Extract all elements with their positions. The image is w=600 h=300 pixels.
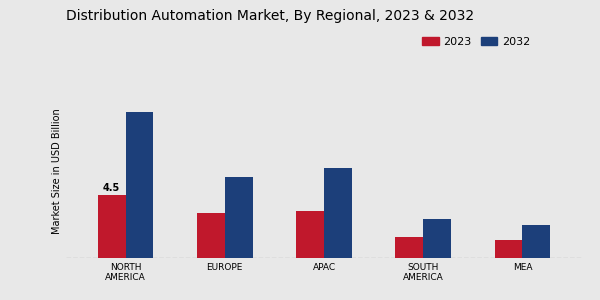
Bar — [225, 177, 253, 258]
Bar — [423, 219, 451, 258]
Text: 4.5: 4.5 — [103, 183, 120, 193]
Bar — [494, 240, 523, 258]
Text: Distribution Automation Market, By Regional, 2023 & 2032: Distribution Automation Market, By Regio… — [66, 9, 474, 23]
Y-axis label: Market Size in USD Billion: Market Size in USD Billion — [52, 108, 62, 234]
Bar — [324, 167, 352, 258]
Bar — [98, 195, 125, 258]
Legend: 2023, 2032: 2023, 2032 — [418, 33, 535, 52]
Bar — [125, 112, 154, 258]
Bar — [395, 237, 423, 258]
Bar — [296, 211, 324, 258]
Bar — [523, 225, 550, 258]
Bar — [197, 214, 225, 258]
